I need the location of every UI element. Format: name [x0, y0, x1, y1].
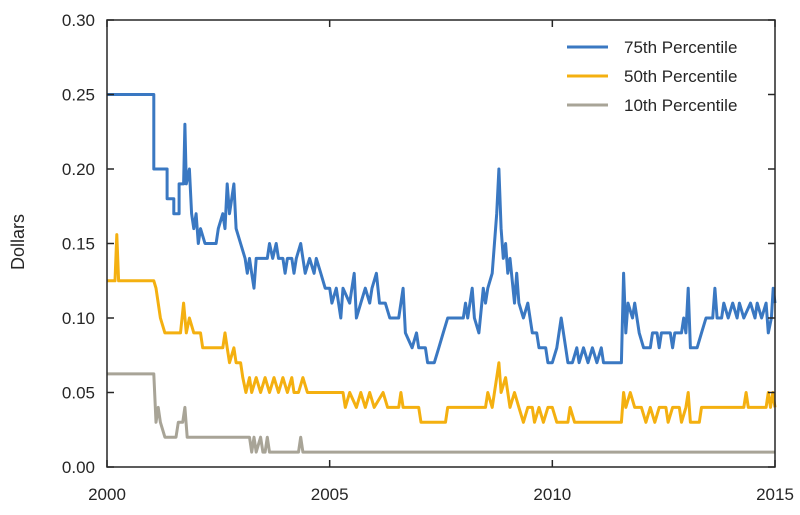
legend-label-3: 10th Percentile — [624, 96, 737, 115]
y-axis: 0.00 0.05 0.10 0.15 0.20 0.25 0.30 — [62, 11, 775, 477]
plot-area — [107, 20, 775, 467]
y-tick-label: 0.20 — [62, 160, 95, 179]
plot-background — [107, 20, 775, 467]
y-tick-label: 0.30 — [62, 11, 95, 30]
legend: 75th Percentile 50th Percentile 10th Perce… — [567, 38, 737, 115]
y-tick-label: 0.15 — [62, 235, 95, 254]
series-line-2 — [107, 233, 777, 424]
series-line-3 — [107, 372, 775, 454]
x-axis: 2000 2005 2010 2015 — [88, 20, 794, 504]
legend-label-2: 50th Percentile — [624, 67, 737, 86]
legend-label-1: 75th Percentile — [624, 38, 737, 57]
x-tick-label: 2000 — [88, 485, 126, 504]
x-tick-label: 2010 — [533, 485, 571, 504]
x-tick-label: 2015 — [756, 485, 794, 504]
y-tick-label: 0.00 — [62, 458, 95, 477]
y-tick-label: 0.10 — [62, 309, 95, 328]
y-tick-label: 0.05 — [62, 384, 95, 403]
y-axis-title: Dollars — [8, 214, 28, 270]
y-tick-label: 0.25 — [62, 86, 95, 105]
series-layer — [107, 93, 777, 454]
x-tick-label: 2005 — [311, 485, 349, 504]
series-line-1 — [107, 93, 777, 365]
